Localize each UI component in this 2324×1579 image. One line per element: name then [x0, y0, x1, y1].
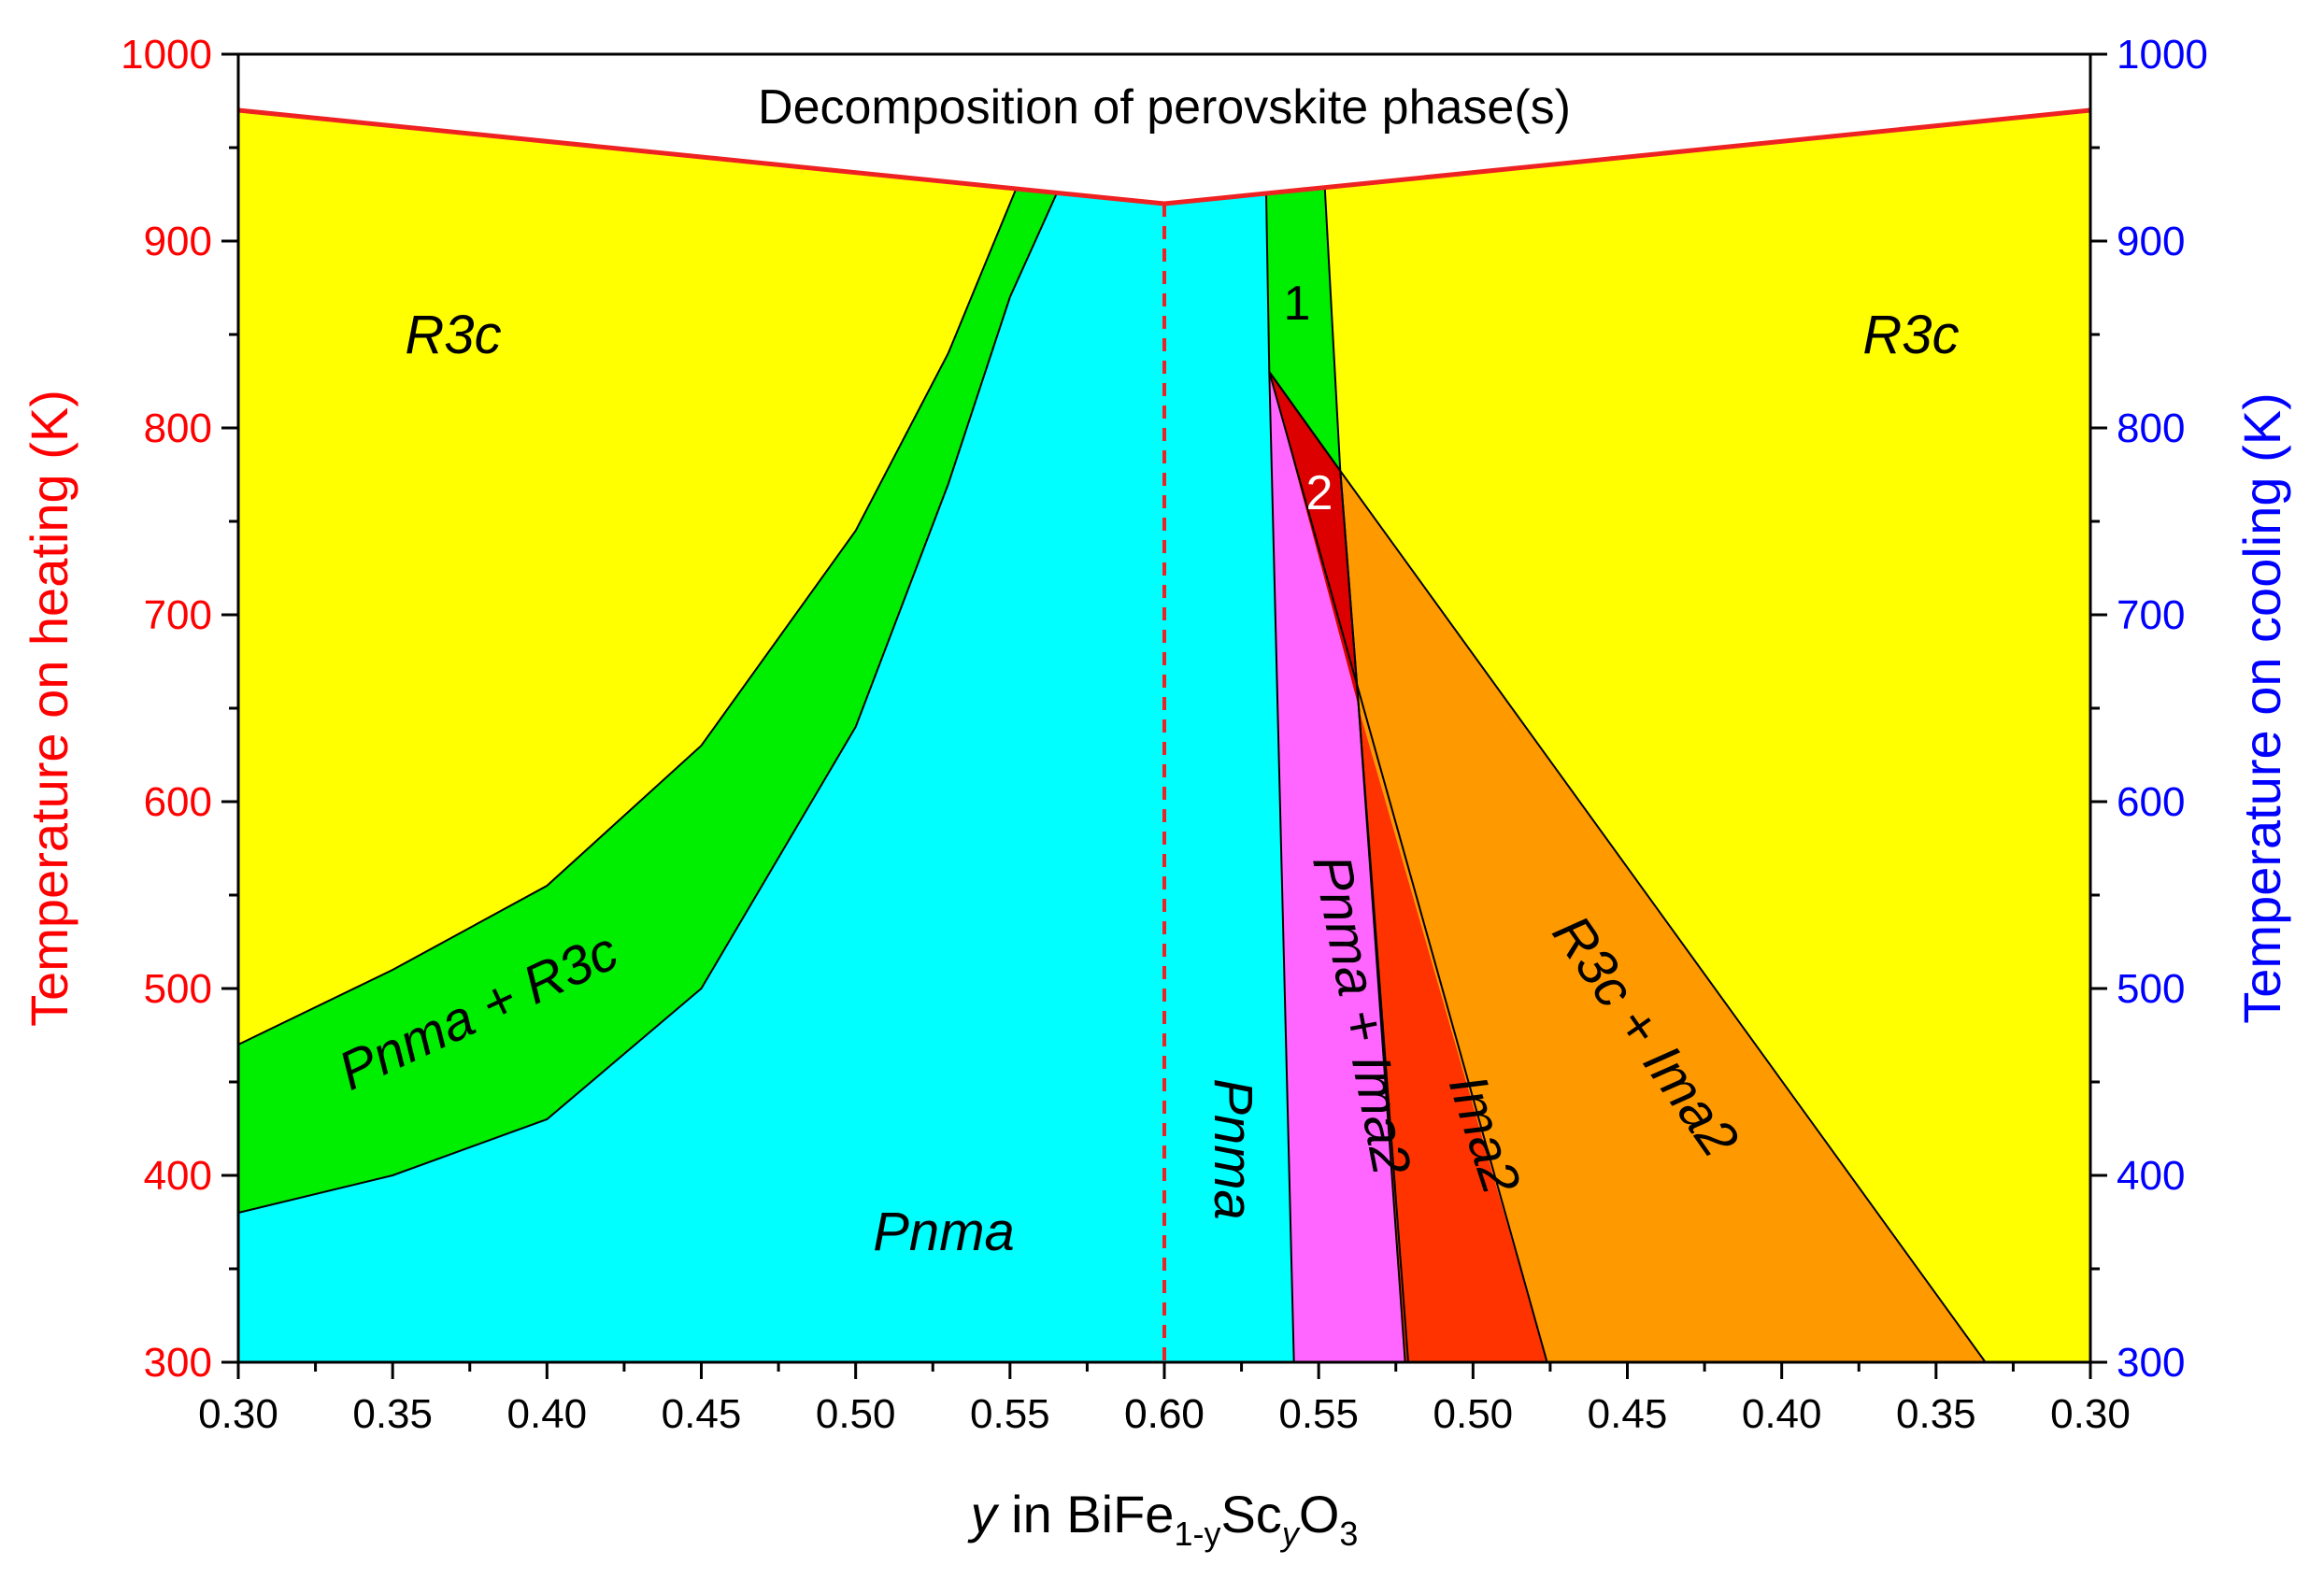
x-tick-label: 0.45 [1588, 1391, 1668, 1437]
region-r3c-cooling [1324, 110, 2090, 1362]
region-label: 2 [1306, 466, 1333, 520]
region-label: R3c [405, 305, 501, 365]
y-tick-label-left: 600 [144, 779, 212, 825]
region-pnma-ima2-cooling [1269, 372, 1405, 1362]
x-tick-label: 0.35 [1896, 1391, 1976, 1437]
x-tick-label: 0.40 [1742, 1391, 1822, 1437]
y-tick-label-right: 800 [2117, 405, 2185, 451]
x-tick-label: 0.60 [1124, 1391, 1205, 1437]
y-tick-label-left: 800 [144, 405, 212, 451]
region-pnma-heating [238, 194, 1164, 1362]
region-label: Pnma [873, 1202, 1015, 1262]
y-axis-title-right: Temperature on cooling (K) [2232, 392, 2291, 1023]
region-pnma-cooling [1164, 193, 1294, 1362]
x-tick-label: 0.35 [352, 1391, 433, 1437]
region-pnma-r3c-heating [238, 189, 1057, 1213]
y-tick-label-right: 300 [2117, 1340, 2185, 1386]
decomposition-label: Decomposition of perovskite phase(s) [758, 80, 1571, 135]
y-tick-label-right: 400 [2117, 1153, 2185, 1199]
boundary-r3c-pnma-r3c [237, 188, 1018, 1046]
y-tick-label-left: 900 [144, 219, 212, 264]
y-tick-label-right: 900 [2117, 219, 2185, 264]
region-label: 1 [1284, 277, 1311, 331]
boundary-region1-bottom [1268, 371, 1342, 472]
x-title-variable: y [967, 1485, 1000, 1543]
y-tick-label-left: 400 [144, 1153, 212, 1199]
x-title-sub: 3 [1339, 1515, 1358, 1553]
axes: 300 300 400 400 500 500 600 600 700 700 800 800 900 9… [20, 32, 2291, 1553]
boundary-r3c-ima2-left [1268, 371, 1548, 1363]
x-tick-label: 0.30 [198, 1391, 278, 1437]
region-r3c-heating [238, 110, 1017, 1045]
y-tick-label-left: 1000 [121, 32, 212, 78]
region-label: Pnma [1203, 1078, 1263, 1220]
y-tick-label-left: 300 [144, 1340, 212, 1386]
region-2-cooling [1269, 372, 1360, 708]
boundary-pnma-r3c-pnma [237, 193, 1058, 1214]
y-tick-label-right: 700 [2117, 592, 2185, 638]
x-title-sub: 1-y [1174, 1515, 1220, 1553]
phase-boundaries [237, 107, 2091, 1363]
y-tick-label-right: 1000 [2117, 32, 2208, 78]
x-title-text: O [1299, 1485, 1340, 1543]
y-tick-label-right: 600 [2117, 779, 2185, 825]
x-tick-label: 0.55 [970, 1391, 1050, 1437]
y-tick-label-left: 500 [144, 966, 212, 1012]
x-title-text: Sc [1220, 1485, 1281, 1543]
x-tick-label: 0.30 [2050, 1391, 2131, 1437]
region-label: R3c [1862, 305, 1959, 365]
x-tick-label: 0.50 [1433, 1391, 1514, 1437]
x-tick-label: 0.55 [1278, 1391, 1359, 1437]
boundary-r3c-r3c-ima2 [1339, 470, 1987, 1363]
x-title-text: in BiFe [997, 1485, 1175, 1543]
y-tick-label-left: 700 [144, 592, 212, 638]
x-title-sub: y [1279, 1515, 1301, 1553]
x-tick-label: 0.40 [507, 1391, 588, 1437]
x-tick-label: 0.50 [816, 1391, 896, 1437]
x-tick-label: 0.45 [662, 1391, 742, 1437]
region-1-cooling [1266, 187, 1341, 471]
y-tick-label-right: 500 [2117, 966, 2185, 1012]
x-axis-title: y in BiFe1-yScyO3 [967, 1485, 1359, 1553]
x-tick-label: 0.60 [1124, 1391, 1205, 1437]
y-axis-title-left: Temperature on heating (K) [20, 390, 78, 1027]
